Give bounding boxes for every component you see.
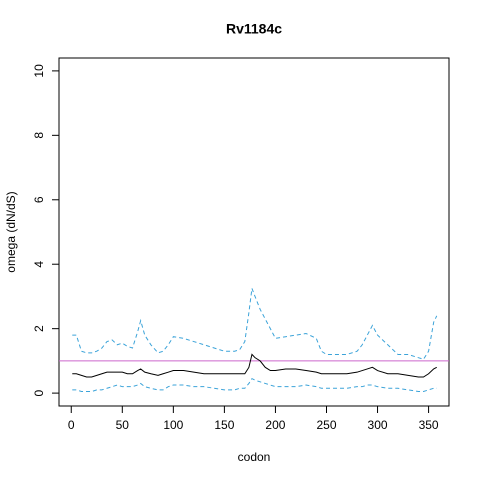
x-tick-label: 350 xyxy=(419,418,439,432)
x-tick-label: 100 xyxy=(163,418,183,432)
y-tick-label: 0 xyxy=(32,389,46,396)
series-line xyxy=(72,288,438,360)
x-tick-label: 0 xyxy=(68,418,75,432)
series-line xyxy=(72,353,437,378)
y-tick-label: 4 xyxy=(32,261,46,268)
x-tick-label: 200 xyxy=(265,418,285,432)
x-tick-label: 300 xyxy=(368,418,388,432)
y-tick-label: 8 xyxy=(32,132,46,139)
y-axis-label: omega (dN/dS) xyxy=(4,191,18,272)
chart-title: Rv1184c xyxy=(226,21,282,37)
x-tick-label: 250 xyxy=(316,418,336,432)
x-axis-label: codon xyxy=(238,450,271,464)
x-tick-label: 50 xyxy=(116,418,130,432)
series-line xyxy=(72,377,437,392)
y-tick-label: 10 xyxy=(32,64,46,78)
y-tick-label: 2 xyxy=(32,325,46,332)
y-tick-label: 6 xyxy=(32,196,46,203)
x-tick-label: 150 xyxy=(214,418,234,432)
